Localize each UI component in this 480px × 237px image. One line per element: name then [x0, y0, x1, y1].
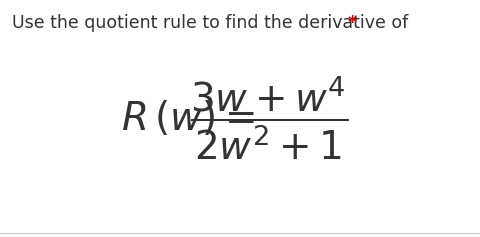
Text: $\dfrac{3w + w^{4}}{2w^{2} + 1}$: $\dfrac{3w + w^{4}}{2w^{2} + 1}$ [190, 75, 348, 162]
Text: *: * [347, 14, 357, 32]
Text: $R\,(w) =$: $R\,(w) =$ [121, 99, 254, 138]
Text: Use the quotient rule to find the derivative of: Use the quotient rule to find the deriva… [12, 14, 413, 32]
